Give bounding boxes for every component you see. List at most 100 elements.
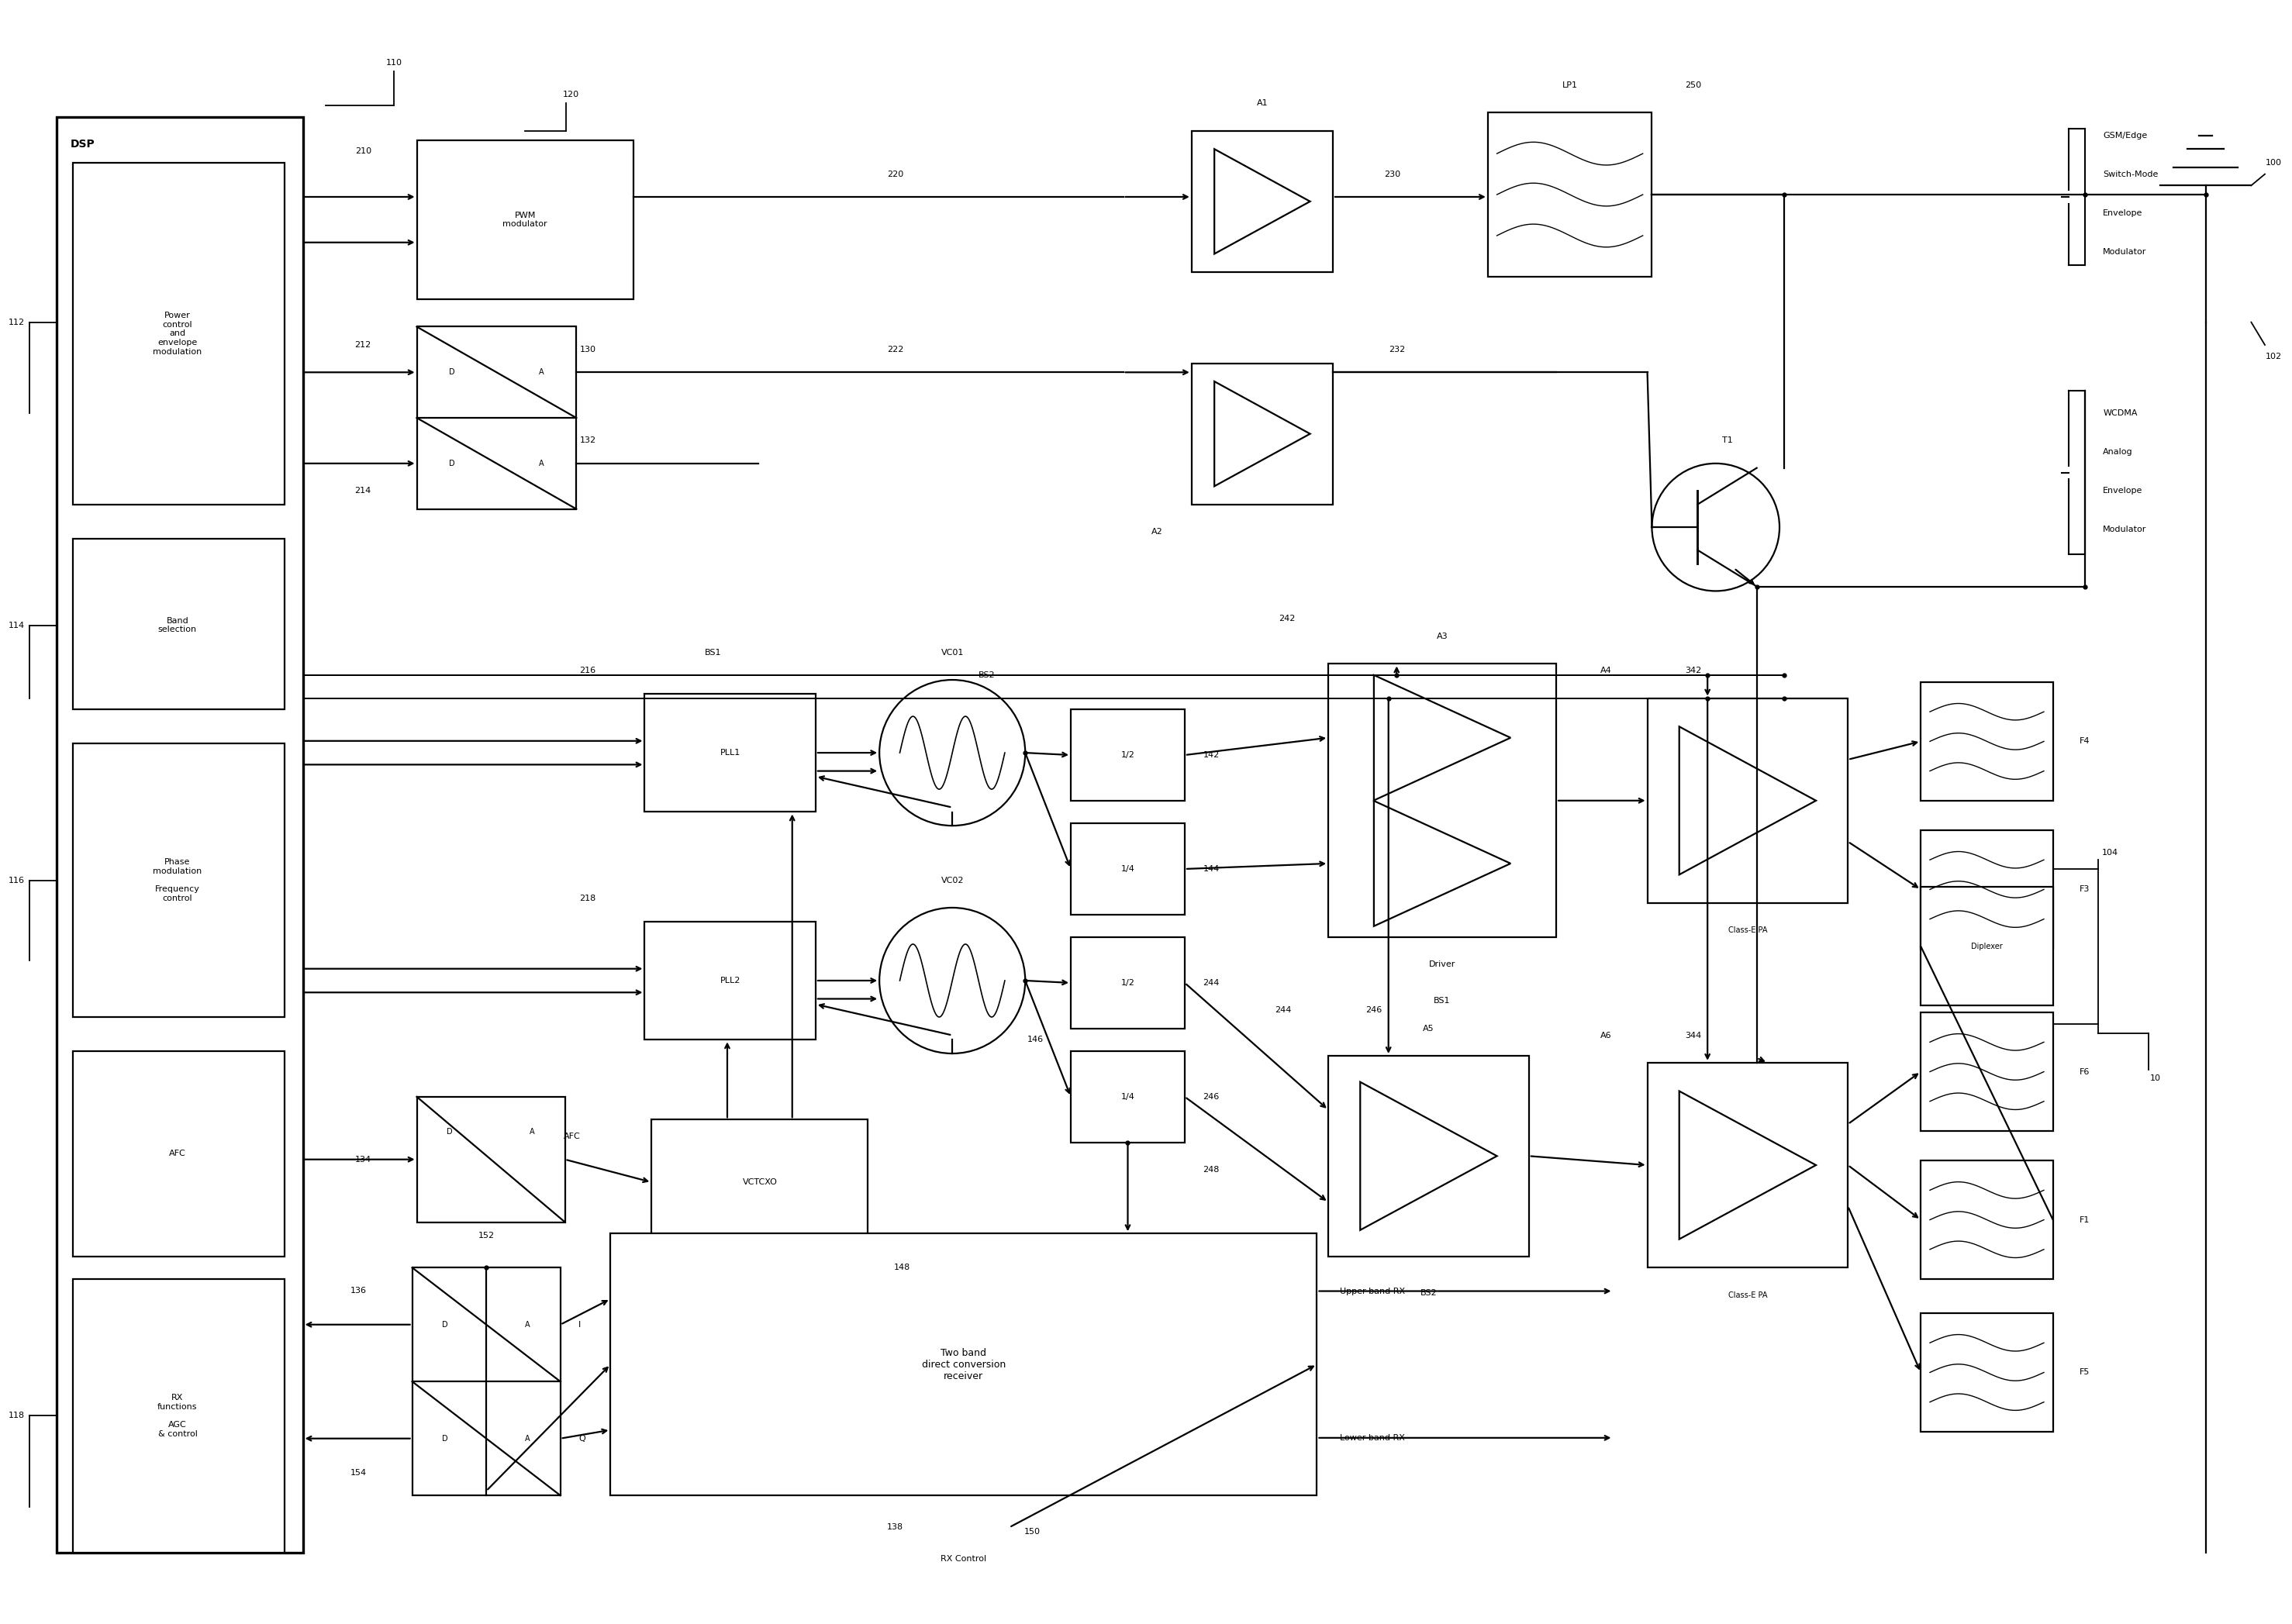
Bar	[1070, 1051, 1185, 1142]
Text: 246: 246	[1203, 1093, 1219, 1101]
Bar	[1070, 823, 1185, 914]
Text: 130: 130	[580, 346, 596, 354]
Text: Envelope: Envelope	[2104, 487, 2143, 495]
Text: 222: 222	[887, 346, 903, 354]
Text: DSP: DSP	[71, 140, 94, 149]
Bar	[73, 1280, 284, 1553]
Text: AFC: AFC	[170, 1150, 186, 1158]
Text: 216: 216	[580, 667, 596, 674]
Bar	[610, 1234, 1318, 1496]
Text: 148: 148	[894, 1263, 910, 1272]
Text: A4: A4	[1600, 667, 1611, 674]
Text: AFC: AFC	[564, 1134, 580, 1140]
Text: Upper band RX: Upper band RX	[1341, 1288, 1405, 1294]
Bar	[1648, 698, 1847, 903]
Text: PWM
modulator: PWM modulator	[502, 211, 548, 227]
Bar	[73, 539, 284, 710]
Text: RX
functions

AGC
& control: RX functions AGC & control	[158, 1393, 197, 1437]
Text: F5: F5	[2079, 1369, 2090, 1376]
Bar	[1488, 112, 1653, 276]
Text: 342: 342	[1685, 667, 1701, 674]
Text: A3: A3	[1437, 633, 1449, 640]
Text: 230: 230	[1384, 171, 1400, 179]
Text: 132: 132	[580, 437, 596, 445]
Text: 242: 242	[1279, 614, 1295, 622]
Text: 214: 214	[355, 487, 371, 495]
Text: Q: Q	[578, 1434, 584, 1442]
Text: RX Control: RX Control	[940, 1556, 986, 1564]
Text: BS1: BS1	[704, 648, 722, 656]
Text: 212: 212	[355, 341, 371, 349]
Text: F4: F4	[2079, 737, 2090, 745]
Bar	[1192, 132, 1334, 273]
Text: BS2: BS2	[979, 671, 995, 679]
Text: Lower band RX: Lower band RX	[1341, 1434, 1405, 1442]
Bar	[57, 117, 303, 1553]
Bar	[1648, 1062, 1847, 1268]
Text: 232: 232	[1389, 346, 1405, 354]
Bar	[1070, 710, 1185, 801]
Bar	[651, 1119, 869, 1246]
Text: 112: 112	[9, 318, 25, 326]
Bar	[1921, 830, 2054, 948]
Text: 244: 244	[1203, 979, 1219, 987]
Bar	[73, 162, 284, 505]
Text: D: D	[449, 460, 454, 468]
Text: Driver: Driver	[1428, 961, 1455, 968]
Text: A2: A2	[1151, 528, 1162, 536]
Text: Modulator: Modulator	[2104, 526, 2148, 533]
Text: Envelope: Envelope	[2104, 209, 2143, 216]
Text: 10: 10	[2150, 1075, 2161, 1083]
Bar	[1921, 1314, 2054, 1432]
Text: 114: 114	[9, 622, 25, 628]
Text: 344: 344	[1685, 1031, 1701, 1039]
Text: Phase
modulation

Frequency
control: Phase modulation Frequency control	[154, 859, 202, 903]
Bar	[1192, 364, 1334, 505]
Bar	[1921, 887, 2054, 1005]
Text: PLL2: PLL2	[720, 976, 740, 984]
Bar	[413, 1268, 559, 1496]
Bar	[417, 1096, 564, 1223]
Text: 144: 144	[1203, 866, 1219, 872]
Text: F6: F6	[2079, 1069, 2090, 1075]
Text: 116: 116	[9, 877, 25, 883]
Text: 1/2: 1/2	[1121, 979, 1135, 987]
Bar	[417, 326, 575, 508]
Text: 146: 146	[1027, 1036, 1043, 1044]
Bar	[644, 693, 816, 812]
Text: Class-E PA: Class-E PA	[1728, 927, 1767, 934]
Text: 154: 154	[351, 1468, 367, 1476]
Text: 110: 110	[385, 58, 401, 67]
Text: WCDMA: WCDMA	[2104, 409, 2138, 417]
Text: 1/4: 1/4	[1121, 866, 1135, 872]
Text: Power
control
and
envelope
modulation: Power control and envelope modulation	[154, 312, 202, 356]
Text: F1: F1	[2079, 1216, 2090, 1223]
Text: A: A	[525, 1320, 529, 1328]
Text: 136: 136	[351, 1286, 367, 1294]
Bar	[1921, 1161, 2054, 1280]
Text: A5: A5	[1423, 1025, 1435, 1033]
Text: VCTCXO: VCTCXO	[743, 1179, 777, 1186]
Bar	[1921, 682, 2054, 801]
Text: 218: 218	[580, 895, 596, 903]
Text: D: D	[442, 1434, 447, 1442]
Text: VC02: VC02	[940, 877, 963, 883]
Text: T1: T1	[1721, 437, 1733, 445]
Text: 244: 244	[1274, 1007, 1290, 1013]
Text: D: D	[442, 1320, 447, 1328]
Text: 102: 102	[2267, 352, 2283, 361]
Text: A: A	[539, 369, 543, 377]
Text: A1: A1	[1256, 99, 1267, 107]
Text: A: A	[525, 1434, 529, 1442]
Text: VC01: VC01	[942, 648, 963, 656]
Text: 220: 220	[887, 171, 903, 179]
Text: A6: A6	[1600, 1031, 1611, 1039]
Text: 138: 138	[887, 1523, 903, 1531]
Text: A: A	[529, 1129, 534, 1135]
Text: F3: F3	[2079, 885, 2090, 893]
Text: 248: 248	[1203, 1166, 1219, 1174]
Text: Class-E PA: Class-E PA	[1728, 1291, 1767, 1299]
Bar	[1329, 1056, 1529, 1257]
Text: 120: 120	[562, 91, 580, 97]
Text: 142: 142	[1203, 752, 1219, 758]
